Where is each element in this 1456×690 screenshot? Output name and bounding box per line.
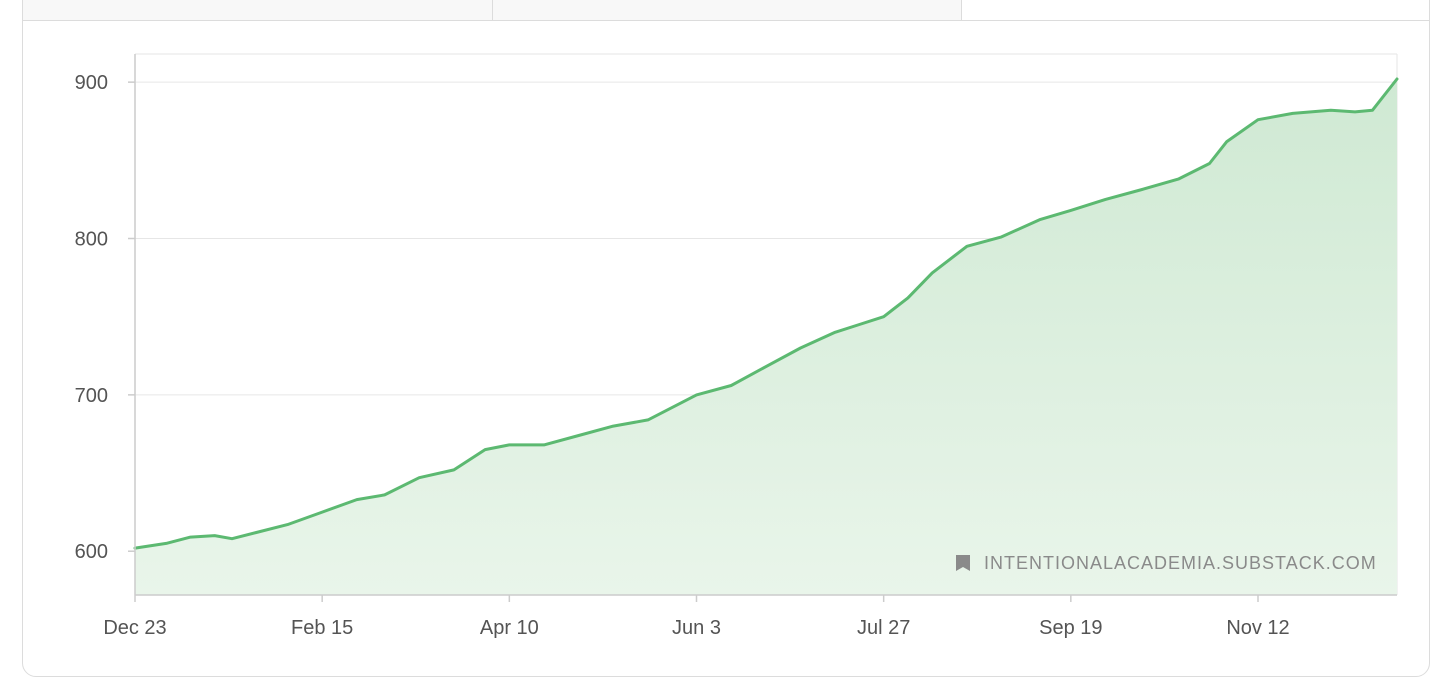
x-tick-label: Nov 12 xyxy=(1226,617,1289,639)
series-line xyxy=(133,77,1399,550)
x-tick-label: Jun 3 xyxy=(672,617,721,639)
x-tick-label: Jul 27 xyxy=(857,617,910,639)
y-tick-label: 800 xyxy=(75,229,108,251)
x-tick-label: Sep 19 xyxy=(1039,617,1102,639)
x-tick-label: Feb 15 xyxy=(291,617,353,639)
y-tick-label: 900 xyxy=(75,72,108,94)
watermark: INTENTIONALACADEMIA.SUBSTACK.COM xyxy=(956,553,1377,573)
axes xyxy=(134,54,1397,596)
watermark-text: INTENTIONALACADEMIA.SUBSTACK.COM xyxy=(984,553,1377,573)
x-tick-labels: Dec 23 Feb 15 Apr 10 Jun 3 Jul 27 Sep 19 Nov 1… xyxy=(103,595,1290,639)
bookmark-icon xyxy=(956,555,970,571)
area-fill xyxy=(135,79,1397,595)
metric-tabs xyxy=(23,0,1429,21)
y-tick-labels: 600 700 800 900 xyxy=(75,72,135,563)
y-tick-label: 700 xyxy=(75,385,108,407)
x-tick-label: Apr 10 xyxy=(480,617,539,639)
x-tick-label: Dec 23 xyxy=(103,617,166,639)
y-tick-label: 600 xyxy=(75,541,108,563)
metric-tab-3[interactable] xyxy=(962,0,1429,20)
metric-tab-2[interactable] xyxy=(493,0,962,20)
metric-tab-1[interactable] xyxy=(23,0,493,20)
